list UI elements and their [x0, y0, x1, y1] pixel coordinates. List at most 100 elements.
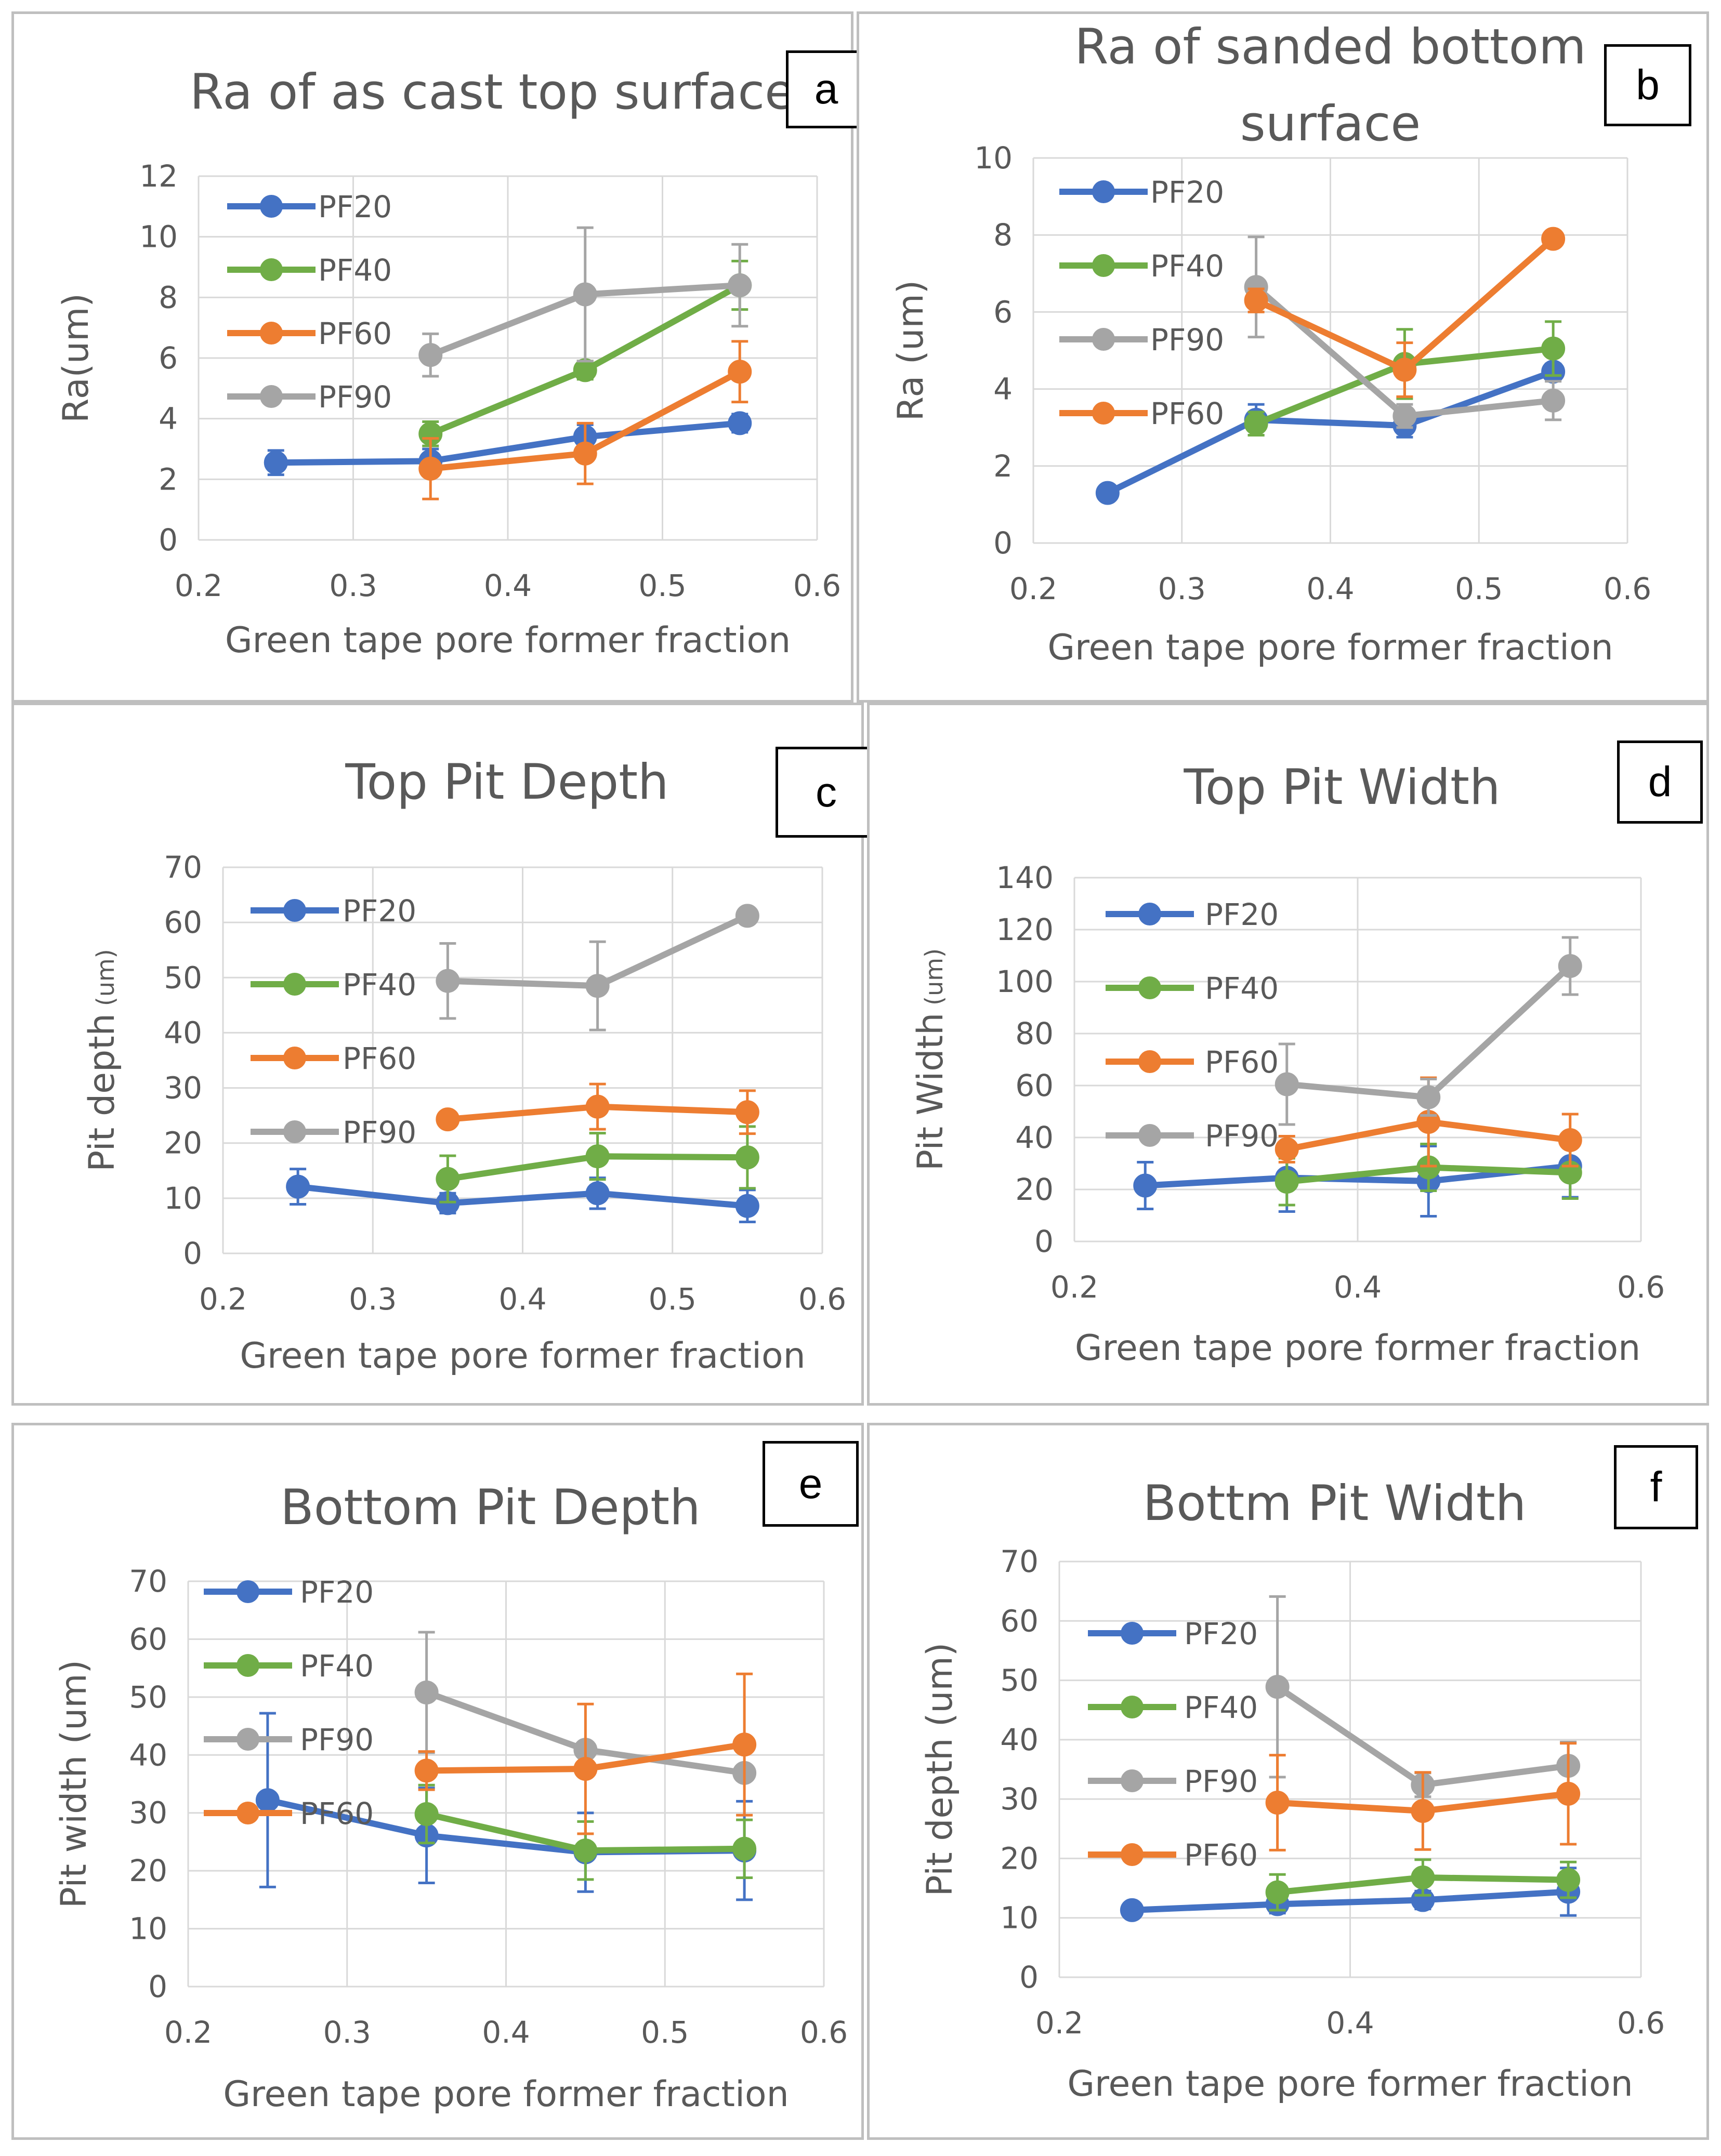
legend-marker	[260, 195, 283, 218]
data-point	[1411, 1866, 1435, 1889]
legend-item-PF90: PF90	[1059, 322, 1224, 358]
panel-label-c: c	[776, 747, 877, 838]
chart-svg-f: 0 10 20 30 40 50 60 70 0.2 0.4 0.6 Bottm Pit Width G…	[919, 1475, 1665, 2105]
x-axis-label: Green tape pore former fraction	[240, 1335, 805, 1377]
series-PF60	[1275, 1076, 1582, 1168]
x-tick-label: 0.2	[1009, 571, 1057, 606]
series-line	[275, 420, 740, 466]
legend-item-PF20: PF20	[1088, 1616, 1258, 1651]
legend-item-PF20: PF20	[1059, 175, 1224, 210]
chart-panel-b: 0 2 4 6 8 10 0.2 0.3 0.4 0.5 0.6 Ra of sanded botto…	[857, 11, 1709, 703]
y-axis-label: Pit depth (um)	[919, 1643, 961, 1897]
legend-label: PF90	[1205, 1118, 1279, 1154]
x-tick-label: 0.6	[800, 2015, 848, 2050]
legend-label: PF40	[1150, 248, 1224, 284]
chart-svg-b: 0 2 4 6 8 10 0.2 0.3 0.4 0.5 0.6 Ra of sanded botto…	[890, 19, 1651, 668]
y-tick-label: 60	[1015, 1068, 1054, 1103]
series-line	[1106, 368, 1555, 496]
legend-item-PF20: PF20	[204, 1575, 374, 1610]
legend-marker	[260, 322, 283, 345]
legend-label: PF40	[1205, 971, 1279, 1006]
y-tick-label: 60	[164, 905, 202, 940]
series-PF90	[418, 226, 752, 378]
y-tick-label: 2	[159, 461, 178, 497]
series-PF60	[436, 1082, 759, 1135]
y-tick-label: 20	[164, 1126, 202, 1161]
x-tick-label: 0.3	[1158, 571, 1206, 606]
legend-marker	[237, 1728, 259, 1751]
y-tick-label: 10	[164, 1181, 202, 1216]
legend-label: PF40	[300, 1648, 374, 1684]
y-tick-label: 30	[1000, 1781, 1039, 1817]
x-tick-label: 0.6	[1604, 571, 1651, 606]
y-tick-label: 12	[139, 158, 178, 194]
y-axis-label: Pit Width(um)	[910, 948, 951, 1171]
data-point	[1133, 1173, 1158, 1198]
x-tick-label: 0.3	[323, 2015, 371, 2050]
chart-panel-a: 0 2 4 6 8 10 12 0.2 0.3 0.4 0.5 0.6 Ra of as cast to…	[11, 11, 866, 703]
data-point	[1095, 481, 1120, 505]
y-tick-label: 10	[974, 140, 1013, 176]
series-PF60	[1244, 227, 1566, 398]
legend-item-PF40: PF40	[227, 253, 392, 288]
data-point	[732, 1732, 757, 1757]
y-tick-label: 4	[993, 372, 1013, 407]
data-point	[414, 1680, 439, 1704]
data-point	[436, 1107, 460, 1132]
series-PF20	[264, 411, 752, 477]
series-line	[1276, 1684, 1569, 1788]
y-tick-label: 10	[1000, 1900, 1039, 1936]
series-PF40	[1265, 1858, 1581, 1912]
chart-svg-d: 0 20 40 60 80 100 120 140 0.2 0.4 0.6 Top Pit Width…	[910, 759, 1665, 1369]
x-tick-label: 0.6	[798, 1281, 846, 1317]
legend-label: PF20	[1184, 1616, 1258, 1651]
x-tick-label: 0.2	[1035, 2005, 1083, 2041]
legend-label: PF40	[1184, 1690, 1258, 1725]
data-point	[255, 1788, 280, 1813]
series-PF90	[1265, 1595, 1581, 1798]
legend-label: PF60	[318, 316, 392, 351]
y-tick-label: 6	[159, 340, 178, 376]
chart-svg-a: 0 2 4 6 8 10 12 0.2 0.3 0.4 0.5 0.6 Ra of as cast to…	[56, 64, 841, 661]
y-tick-label: 0	[148, 1969, 167, 2004]
y-tick-label: 2	[993, 448, 1013, 484]
legend-label: PF60	[1150, 396, 1224, 431]
legend-item-PF20: PF20	[1106, 897, 1279, 932]
y-axis-unit: (um)	[91, 949, 120, 1006]
legend-item-PF90: PF90	[251, 1115, 416, 1150]
legend-marker	[283, 973, 306, 996]
y-tick-label: 6	[993, 294, 1013, 329]
legend-label: PF20	[1205, 897, 1279, 932]
x-tick-label: 0.5	[638, 568, 686, 603]
y-axis-label: Ra (um)	[890, 280, 931, 421]
chart-svg-e: 0 10 20 30 40 50 60 70 0.2 0.3 0.4 0.5 0.6 Bottom Pit…	[54, 1479, 848, 2115]
legend-marker	[1092, 328, 1115, 351]
series-PF90	[1244, 235, 1566, 429]
data-point	[1556, 1781, 1581, 1806]
y-tick-label: 140	[996, 860, 1054, 895]
data-point	[1244, 288, 1268, 313]
y-tick-label: 20	[1000, 1841, 1039, 1876]
legend-marker	[1121, 1622, 1144, 1645]
data-point	[436, 1167, 460, 1191]
y-tick-label: 40	[1000, 1722, 1039, 1757]
legend-marker	[283, 1120, 306, 1143]
y-tick-label: 0	[1019, 1960, 1039, 1995]
data-point	[585, 974, 610, 998]
data-point	[1265, 1880, 1290, 1904]
x-tick-label: 0.2	[199, 1281, 247, 1317]
legend-marker	[1138, 1050, 1161, 1073]
legend-marker	[1092, 254, 1115, 277]
chart-title: surface	[1240, 96, 1421, 152]
y-tick-label: 20	[1015, 1172, 1054, 1207]
legend-label: PF60	[343, 1041, 416, 1076]
data-point	[573, 1757, 598, 1781]
y-tick-label: 70	[164, 850, 202, 885]
series-line	[1132, 1888, 1569, 1913]
series-PF60	[418, 340, 752, 500]
data-point	[1275, 1137, 1299, 1161]
chart-title: Bottom Pit Depth	[280, 1479, 700, 1536]
y-tick-label: 0	[1034, 1224, 1054, 1259]
legend-label: PF90	[343, 1115, 416, 1150]
legend-marker	[260, 258, 283, 281]
